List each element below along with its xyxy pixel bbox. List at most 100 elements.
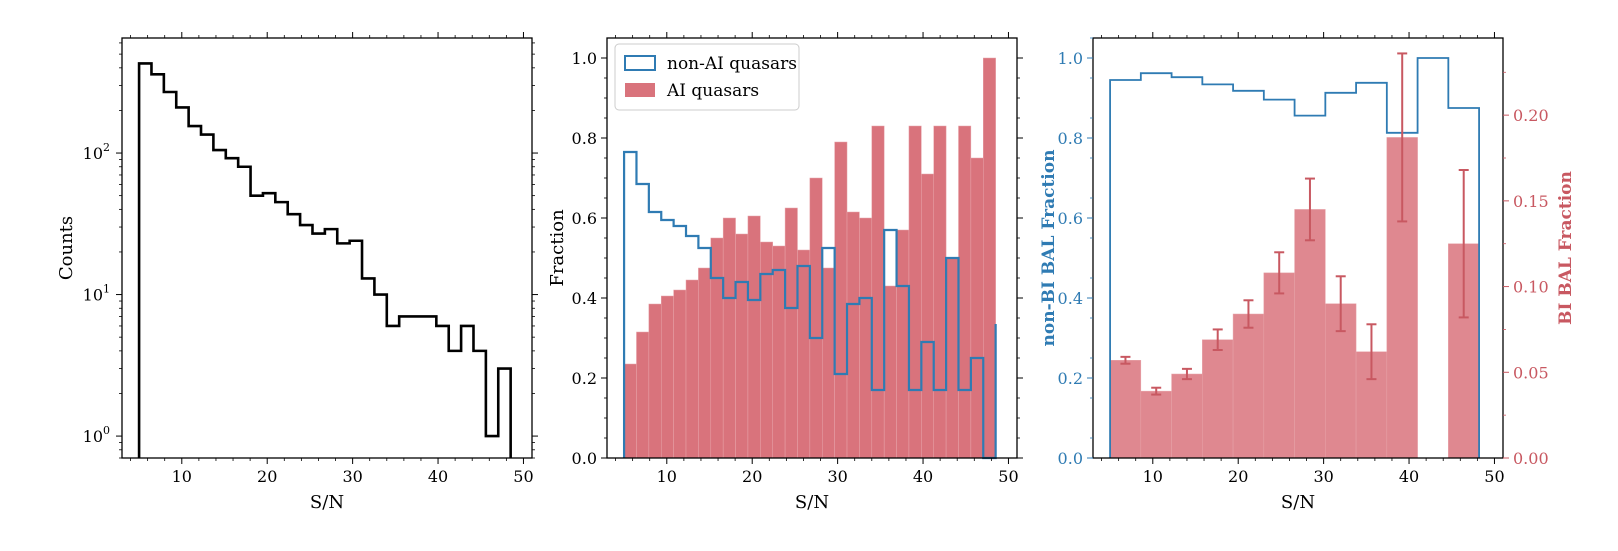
x-tick-label: 40 [428,467,448,486]
x-tick-label: 20 [257,467,277,486]
ai-quasars-bar [921,173,934,459]
ai-quasars-bar [648,303,662,459]
axes-frame-2 [1092,37,1504,459]
ai-quasars-bar [859,217,873,459]
ai-quasars-bar [883,285,897,459]
legend-label-non-ai: non-AI quasars [667,54,797,74]
bi-bal-bar [1294,209,1326,459]
y-right-axis-label: BI BAL Fraction [1556,171,1576,325]
ai-quasars-bar [772,245,786,459]
x-tick-label: 50 [1484,467,1504,486]
ai-quasars-bar [623,363,637,459]
y-right-tick-label: 0.00 [1513,449,1549,468]
y-tick-label: 1.0 [572,49,597,68]
ai-quasars-bar [945,257,959,459]
non-bi-bal-step-line [1109,57,1480,458]
y-left-tick-label: 0.4 [1058,289,1083,308]
axes-frame-0 [121,37,533,459]
ai-quasars-bar [698,267,712,459]
x-tick-label: 20 [742,467,762,486]
x-axis-label: S/N [1281,492,1315,513]
y-tick-label-base: 10 [83,427,103,446]
y-right-tick-label: 0.05 [1513,363,1549,382]
y-tick-label: 0.4 [572,289,597,308]
legend-swatch-non-ai [624,55,656,71]
ai-quasars-bar [871,125,885,459]
y-tick-label: 0.0 [572,449,597,468]
ai-quasars-bar [958,125,972,459]
ai-quasars-bar [933,125,947,459]
ai-quasars-bar [834,141,848,459]
ai-quasars-bar [846,211,860,459]
ai-quasars-bar [797,249,811,459]
y-axis-label: Counts [56,216,77,280]
legend-swatch-ai [625,83,655,97]
y-left-tick-label: 0.8 [1058,129,1083,148]
y-right-tick-label: 0.20 [1513,106,1549,125]
x-axis-label: S/N [795,492,829,513]
non-ai-quasars-step-line [622,150,997,460]
x-tick-label: 10 [172,467,192,486]
ai-quasars-bar [784,207,798,459]
y-left-tick-label: 0.6 [1058,209,1083,228]
bi-bal-bar [1140,390,1172,459]
y-axis-label: Fraction [547,209,568,287]
ai-quasars-bar [970,157,984,459]
legend: non-AI quasars AI quasars [614,43,800,111]
panel-bal-fractions: 10 20 30 40 50 S/N 0.0 0.2 0.4 0.6 0.8 1.0 0.00 0.05 0… [1039,32,1576,513]
y-left-tick-label: 0.2 [1058,369,1083,388]
ai-quasars-bar [636,331,650,459]
counts-histogram-line [137,62,512,458]
panel-fraction: 10 20 30 40 50 S/N 0.0 0.2 0.4 0.6 0.8 1.0 Fraction n… [547,32,1023,513]
y-tick-label-exponent: 1 [103,283,110,296]
ai-quasars-bar [983,57,996,459]
y-tick-label: 0.8 [572,129,597,148]
y-tick-label: 0.6 [572,209,597,228]
y-tick-label: 102 [83,141,110,163]
ai-quasars-bar [660,295,674,459]
x-tick-label: 50 [513,467,533,486]
bi-bal-bar [1263,272,1295,459]
ai-quasars-bar [673,289,687,459]
ai-quasars-bar [809,177,823,459]
ai-quasars-bar [896,229,910,459]
y-right-tick-label: 0.15 [1513,192,1549,211]
ai-quasars-bar [747,215,761,459]
ai-quasars-bar [822,267,835,459]
ai-quasars-bar [685,279,699,459]
y-left-axis-label: non-BI BAL Fraction [1039,150,1059,347]
y-tick-label: 101 [83,283,110,305]
y-left-tick-label: 0.0 [1058,449,1083,468]
x-tick-label: 10 [1143,467,1163,486]
axes-frame-1 [606,37,1018,459]
x-tick-label: 30 [1313,467,1333,486]
ai-quasars-bar [735,233,749,459]
bi-bal-bar [1232,313,1265,459]
x-tick-label: 40 [1399,467,1419,486]
y-right-tick-label: 0.10 [1513,278,1549,297]
x-tick-label: 50 [998,467,1018,486]
x-tick-label: 20 [1228,467,1248,486]
x-tick-label: 10 [657,467,677,486]
x-tick-label: 30 [342,467,362,486]
ai-quasars-bar [722,217,736,459]
bi-bal-bar [1202,339,1234,459]
legend-box [614,43,800,111]
y-tick-label-base: 10 [83,144,103,163]
x-axis-label: S/N [310,492,344,513]
y-tick-label-base: 10 [83,286,103,305]
legend-label-ai: AI quasars [666,81,759,101]
bi-bal-bar [1109,360,1142,459]
ai-quasars-bar [710,237,724,459]
y-tick-label: 0.2 [572,369,597,388]
y-tick-label-exponent: 2 [103,141,110,154]
y-left-tick-label: 1.0 [1058,49,1083,68]
x-tick-label: 40 [913,467,933,486]
bi-bal-bar [1171,373,1203,459]
ai-quasars-bar [908,125,922,459]
y-tick-label: 100 [83,424,110,446]
y-tick-label-exponent: 0 [103,424,110,437]
x-tick-label: 30 [827,467,847,486]
